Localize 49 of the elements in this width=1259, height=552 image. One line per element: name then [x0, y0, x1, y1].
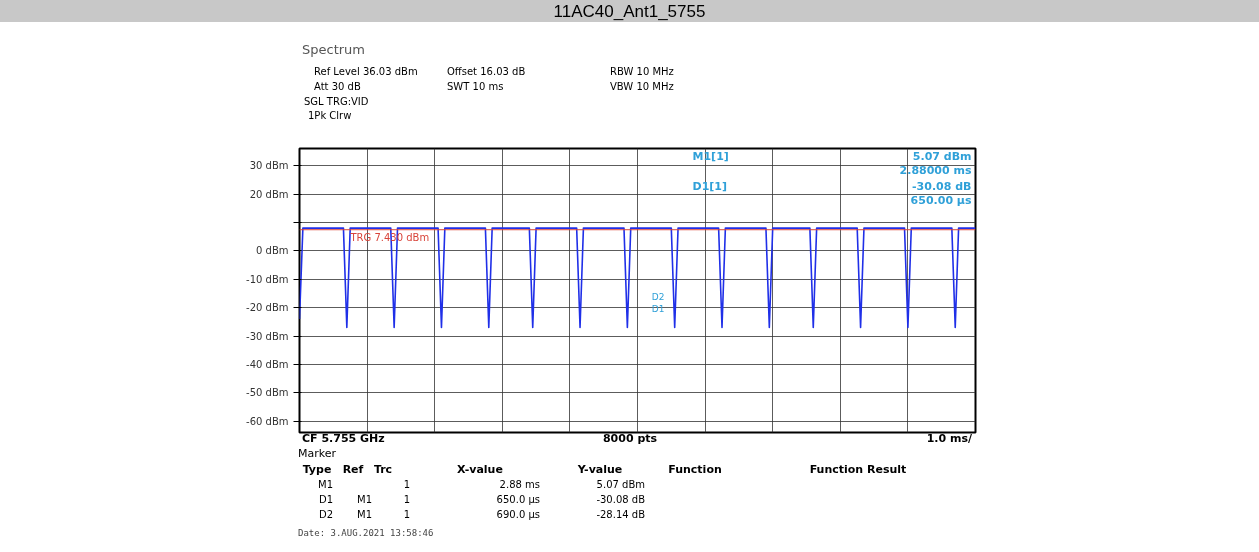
y-tick-label: -10 dBm	[246, 273, 289, 285]
text: M1	[357, 507, 372, 522]
text: Ref Level 36.03 dBm	[314, 64, 418, 79]
text: RBW 10 MHz	[610, 64, 674, 79]
text: Type	[302, 462, 332, 478]
annotation: 1.0 ms/	[926, 431, 972, 447]
text: Spectrum	[302, 40, 365, 59]
text: 2.88 ms	[499, 477, 540, 492]
text: Ref	[342, 462, 364, 478]
y-tick-label: 20 dBm	[249, 188, 289, 200]
text: -28.14 dB	[596, 507, 645, 522]
text: X-value	[457, 462, 503, 478]
text: 1	[403, 477, 410, 492]
annotation: 5.07 dBm	[912, 150, 972, 163]
text: 690.0 µs	[496, 507, 540, 522]
y-tick-label: -60 dBm	[246, 415, 289, 427]
text: -30.08 dB	[596, 492, 645, 507]
text: 1	[403, 507, 410, 522]
text: 650.0 µs	[496, 492, 540, 507]
annotation: CF 5.755 GHz	[302, 431, 385, 447]
text: Date: 3.AUG.2021 13:58:46	[298, 526, 434, 540]
text: Marker	[298, 446, 337, 462]
text: Y-value	[577, 462, 623, 478]
annotation: 650.00 µs	[910, 194, 972, 207]
text: 1Pk Clrw	[308, 108, 352, 123]
text: M1	[318, 477, 333, 492]
y-tick-label: -50 dBm	[246, 387, 289, 399]
annotation: -30.08 dB	[912, 180, 972, 193]
text: Offset 16.03 dB	[447, 64, 526, 79]
text: Att 30 dB	[314, 79, 361, 94]
text: D2	[318, 507, 333, 522]
y-tick-label: 0 dBm	[256, 245, 289, 257]
text: SGL TRG:VID	[304, 94, 369, 109]
annotation: 8000 pts	[602, 431, 658, 447]
text: 5.07 dBm	[596, 477, 645, 492]
text: Function	[668, 462, 722, 478]
chart-title: 11AC40_Ant1_5755	[553, 0, 706, 23]
text: 1	[403, 492, 410, 507]
y-tick-label: 30 dBm	[249, 160, 289, 172]
text: M1	[357, 492, 372, 507]
text: Trc	[373, 462, 393, 478]
text: VBW 10 MHz	[610, 79, 674, 94]
y-tick-label: -30 dBm	[246, 330, 289, 342]
y-tick-label: -40 dBm	[246, 358, 289, 370]
text: SWT 10 ms	[447, 79, 504, 94]
annotation: D2	[651, 291, 665, 302]
y-tick-label: -20 dBm	[246, 302, 289, 314]
text: D1	[318, 492, 333, 507]
text: Function Result	[809, 462, 907, 478]
